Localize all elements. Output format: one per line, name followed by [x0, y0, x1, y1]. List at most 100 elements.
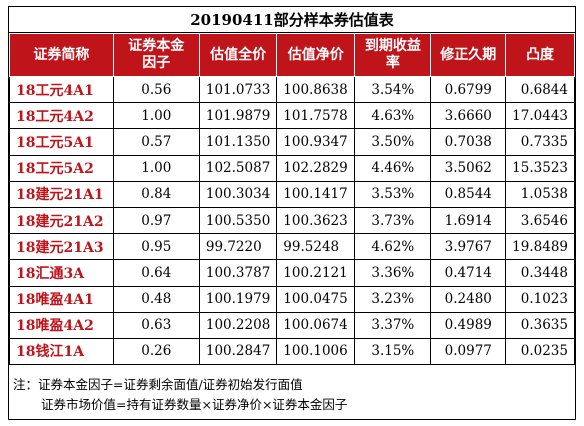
cell-net-price: 101.7578 — [276, 102, 356, 130]
cell-net-price: 100.8638 — [276, 75, 356, 104]
table-row: 18钱江1A 0.26 100.2847 100.1006 3.15% 0.0977 0.0… — [9, 337, 575, 366]
footnote-line-1: 注：证券本金因子=证券剩余面值/证券初始发行面值 — [13, 377, 303, 392]
cell-factor: 0.56 — [112, 75, 200, 104]
col-header-name: 证券简称 — [9, 33, 114, 77]
cell-convexity: 0.1023 — [505, 285, 575, 313]
cell-ytm: 3.37% — [354, 311, 432, 339]
cell-net-price: 100.9347 — [276, 128, 356, 156]
cell-duration: 0.4989 — [430, 311, 507, 339]
cell-factor: 0.57 — [112, 128, 200, 156]
table-row: 18建元21A2 0.97 100.5350 100.3623 3.73% 1.6914 3… — [9, 206, 575, 235]
cell-full-price: 101.1350 — [198, 128, 278, 156]
table-row: 18工元4A1 0.56 101.0733 100.8638 3.54% 0.6799 0.… — [9, 75, 575, 104]
table-row: 18工元5A1 0.57 101.1350 100.9347 3.50% 0.7038 0.… — [9, 128, 575, 156]
cell-convexity: 0.7335 — [505, 128, 575, 156]
cell-ytm: 4.62% — [354, 233, 432, 261]
col-header-convexity: 凸度 — [505, 33, 575, 77]
cell-net-price: 100.1417 — [276, 180, 356, 208]
cell-name: 18唯盈4A2 — [9, 311, 114, 339]
cell-name: 18建元21A1 — [9, 180, 114, 208]
cell-ytm: 3.23% — [354, 285, 432, 313]
cell-full-price: 100.2847 — [198, 337, 278, 366]
cell-factor: 1.00 — [112, 154, 200, 182]
cell-factor: 0.64 — [112, 259, 200, 287]
cell-convexity: 19.8489 — [505, 233, 575, 261]
cell-full-price: 101.9879 — [198, 102, 278, 130]
cell-factor: 0.97 — [112, 206, 200, 235]
table-row: 18工元5A2 1.00 102.5087 102.2829 4.46% 3.5062 15… — [9, 154, 575, 182]
table-row: 18汇通3A 0.64 100.3787 100.2121 3.36% 0.4714 0.3… — [9, 259, 575, 287]
cell-name: 18工元5A2 — [9, 154, 114, 182]
cell-name: 18工元4A2 — [9, 102, 114, 130]
cell-duration: 0.2480 — [430, 285, 507, 313]
cell-duration: 0.0977 — [430, 337, 507, 366]
cell-name: 18汇通3A — [9, 259, 114, 287]
cell-convexity: 0.6844 — [505, 75, 575, 104]
cell-ytm: 3.54% — [354, 75, 432, 104]
col-header-ytm: 到期收益率 — [354, 33, 432, 77]
cell-convexity: 17.0443 — [505, 102, 575, 130]
cell-duration: 3.6660 — [430, 102, 507, 130]
cell-full-price: 102.5087 — [198, 154, 278, 182]
col-header-net-price: 估值净价 — [276, 33, 356, 77]
table-row: 18唯盈4A1 0.48 100.1979 100.0475 3.23% 0.2480 0.… — [9, 285, 575, 313]
cell-ytm: 3.53% — [354, 180, 432, 208]
cell-convexity: 0.3635 — [505, 311, 575, 339]
cell-net-price: 102.2829 — [276, 154, 356, 182]
cell-ytm: 4.46% — [354, 154, 432, 182]
valuation-table-frame: 20190411部分样本券估值表 证券简称 证券本金 因子 估值全价 估值净价 到… — [8, 6, 576, 420]
cell-duration: 1.6914 — [430, 206, 507, 235]
cell-factor: 0.84 — [112, 180, 200, 208]
cell-ytm: 3.73% — [354, 206, 432, 235]
col-header-duration: 修正久期 — [430, 33, 507, 77]
table-row: 18工元4A2 1.00 101.9879 101.7578 4.63% 3.6660 17… — [9, 102, 575, 130]
cell-factor: 0.95 — [112, 233, 200, 261]
cell-name: 18建元21A2 — [9, 206, 114, 235]
footnote-line-2: 证券市场价值=持有证券数量×证券净价×证券本金因子 — [41, 397, 348, 412]
cell-full-price: 100.3034 — [198, 180, 278, 208]
cell-duration: 0.7038 — [430, 128, 507, 156]
table-row: 18唯盈4A2 0.63 100.2208 100.0674 3.37% 0.4989 0.… — [9, 311, 575, 339]
footnote: 注：证券本金因子=证券剩余面值/证券初始发行面值 证券市场价值=持有证券数量×证… — [13, 375, 347, 415]
cell-duration: 3.5062 — [430, 154, 507, 182]
cell-full-price: 99.7220 — [198, 233, 278, 261]
cell-full-price: 100.2208 — [198, 311, 278, 339]
cell-convexity: 15.3523 — [505, 154, 575, 182]
table-title: 20190411部分样本券估值表 — [9, 7, 575, 33]
cell-convexity: 1.0538 — [505, 180, 575, 208]
cell-full-price: 101.0733 — [198, 75, 278, 104]
cell-factor: 0.63 — [112, 311, 200, 339]
cell-name: 18唯盈4A1 — [9, 285, 114, 313]
cell-ytm: 3.36% — [354, 259, 432, 287]
col-header-factor: 证券本金 因子 — [112, 33, 200, 77]
cell-factor: 1.00 — [112, 102, 200, 130]
cell-full-price: 100.1979 — [198, 285, 278, 313]
cell-duration: 0.8544 — [430, 180, 507, 208]
cell-name: 18钱江1A — [9, 337, 114, 366]
cell-name: 18工元4A1 — [9, 75, 114, 104]
cell-net-price: 100.0674 — [276, 311, 356, 339]
cell-ytm: 3.15% — [354, 337, 432, 366]
cell-net-price: 100.1006 — [276, 337, 356, 366]
cell-net-price: 100.3623 — [276, 206, 356, 235]
table-row: 18建元21A3 0.95 99.7220 99.5248 4.62% 3.9767 19.… — [9, 233, 575, 261]
cell-convexity: 3.6546 — [505, 206, 575, 235]
col-header-full-price: 估值全价 — [198, 33, 278, 77]
cell-name: 18工元5A1 — [9, 128, 114, 156]
cell-duration: 0.6799 — [430, 75, 507, 104]
cell-duration: 0.4714 — [430, 259, 507, 287]
table-row: 18建元21A1 0.84 100.3034 100.1417 3.53% 0.8544 1… — [9, 180, 575, 208]
cell-factor: 0.48 — [112, 285, 200, 313]
cell-net-price: 99.5248 — [276, 233, 356, 261]
cell-ytm: 3.50% — [354, 128, 432, 156]
cell-duration: 3.9767 — [430, 233, 507, 261]
cell-factor: 0.26 — [112, 337, 200, 366]
cell-convexity: 0.3448 — [505, 259, 575, 287]
table-header-row: 证券简称 证券本金 因子 估值全价 估值净价 到期收益率 修正久期 凸度 — [9, 33, 575, 77]
cell-name: 18建元21A3 — [9, 233, 114, 261]
cell-convexity: 0.0235 — [505, 337, 575, 366]
valuation-table: 证券简称 证券本金 因子 估值全价 估值净价 到期收益率 修正久期 凸度 18工元… — [9, 33, 575, 366]
cell-net-price: 100.0475 — [276, 285, 356, 313]
cell-net-price: 100.2121 — [276, 259, 356, 287]
cell-ytm: 4.63% — [354, 102, 432, 130]
